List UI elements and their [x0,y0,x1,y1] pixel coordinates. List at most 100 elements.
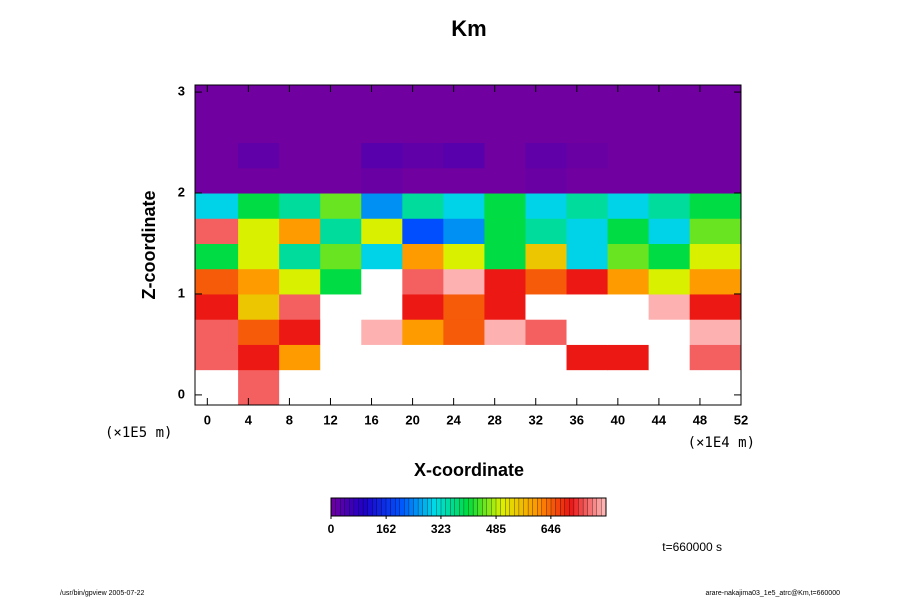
cell [566,293,609,320]
colorbar-swatch [431,497,437,517]
cell [361,117,403,144]
cell [443,293,485,320]
footer-left: /usr/bin/gpview 2005-07-22 [60,590,145,597]
cell [320,293,362,320]
plot-frame [194,84,742,406]
cell [195,142,239,169]
cell [525,319,568,345]
cell [607,193,650,219]
cell [689,117,742,144]
cell [195,369,239,406]
x-tick-label: 12 [323,412,337,427]
cell [195,218,239,244]
cell [402,293,444,320]
time-label: t=660000 s [662,540,722,554]
cell [566,117,609,144]
y-tick-label: 0 [178,386,185,401]
cell [279,319,321,345]
colorbar-tick-label: 0 [328,522,335,536]
cell [443,369,485,406]
cell [525,167,568,194]
cell [648,369,691,406]
cell [320,344,362,371]
x-axis-title: X-coordinate [414,460,524,480]
cell [195,243,239,270]
x-tick-label: 8 [286,412,293,427]
cell [238,85,280,118]
cell [566,85,609,118]
colorbar-swatch [330,497,337,517]
cell [320,319,362,345]
colorbar-swatch [527,497,534,517]
cell [320,268,362,295]
cell [525,85,568,118]
colorbar-swatch [555,497,561,517]
colorbar-swatch [569,497,575,517]
cell [402,268,444,295]
cell [607,369,650,406]
colorbar-swatch [395,497,401,517]
cell [402,369,444,406]
cell [484,167,526,194]
colorbar-swatch [385,497,392,517]
colorbar-swatch [450,497,456,517]
cell [566,193,609,219]
cell [320,243,362,270]
colorbar-swatch [427,497,433,517]
colorbar-swatch [573,497,579,517]
colorbar-swatch [495,497,502,517]
colorbar-swatch [399,497,405,517]
colorbar-swatch [445,497,451,517]
cell [525,344,568,371]
cell [238,218,280,244]
cell [361,344,403,371]
cell [279,142,321,169]
cell [689,293,742,320]
cell [484,268,526,295]
colorbar-swatch [335,497,341,517]
cell [443,243,485,270]
colorbar-swatch [459,497,465,517]
colorbar-swatch [358,497,364,517]
cell [689,218,742,244]
cell [607,293,650,320]
colorbar-swatch [367,497,373,517]
x-tick-label: 36 [570,412,584,427]
colorbar-swatch [417,497,424,517]
x-tick-label: 28 [487,412,501,427]
colorbar-swatch [518,497,524,517]
x-tick-label: 4 [245,412,253,427]
cell [689,167,742,194]
cell [525,268,568,295]
cell [238,193,280,219]
colorbar-swatch [486,497,492,517]
cell [238,268,280,295]
colorbar-swatch [404,497,410,517]
colorbar-swatch [500,497,506,517]
cell [320,167,362,194]
cell [402,167,444,194]
cell [361,85,403,118]
cell [607,117,650,144]
colorbar-swatch [523,497,529,517]
cell [648,117,691,144]
colorbar-swatch [472,497,479,517]
colorbar-swatch [537,497,543,517]
cell [566,218,609,244]
cell [566,319,609,345]
cell [443,319,485,345]
cell [361,167,403,194]
cell [238,167,280,194]
cell [238,369,280,406]
cell [320,218,362,244]
colorbar-swatch [454,497,460,517]
colorbar-tick-label: 323 [431,522,451,536]
colorbar: 0 162 323 485 646 [328,497,607,536]
cell [361,142,403,169]
cell [320,117,362,144]
colorbar-tick-label: 485 [486,522,506,536]
cell [279,293,321,320]
cell [402,142,444,169]
colorbar-swatch [390,497,396,517]
